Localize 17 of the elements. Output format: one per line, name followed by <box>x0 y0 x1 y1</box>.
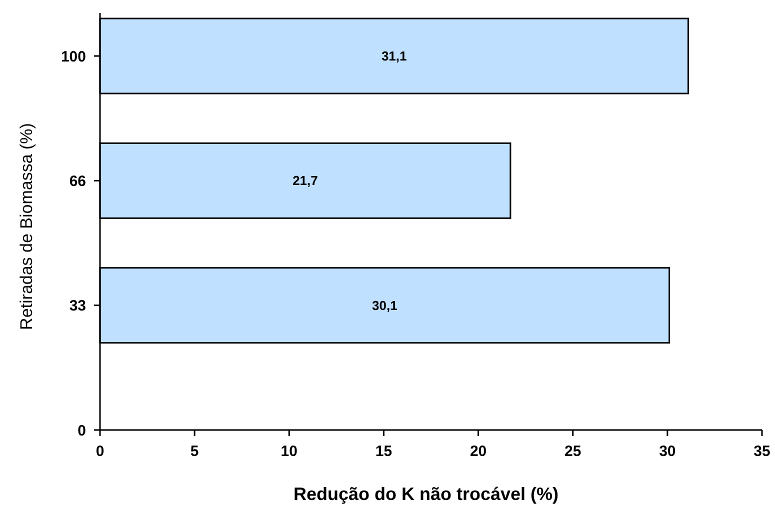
x-tick-label: 30 <box>659 443 676 460</box>
x-tick-label: 0 <box>96 443 104 460</box>
x-tick-label: 5 <box>190 443 199 460</box>
y-tick-label: 0 <box>78 422 86 440</box>
x-tick-label: 10 <box>280 443 298 460</box>
data-label: 21,7 <box>292 173 318 188</box>
x-tick-label: 25 <box>564 443 582 460</box>
y-tick-label: 100 <box>60 48 86 66</box>
data-label: 30,1 <box>372 298 398 313</box>
y-axis-title: Retiradas de Biomassa (%) <box>17 123 36 330</box>
y-tick-label: 33 <box>69 298 86 315</box>
data-label: 31,1 <box>381 48 407 64</box>
x-tick-label: 15 <box>375 443 392 460</box>
x-axis-title: Redução do K não trocável (%) <box>293 484 559 504</box>
x-tick-label: 20 <box>470 443 487 460</box>
y-tick-label: 66 <box>69 172 86 190</box>
x-tick-label: 35 <box>754 443 770 460</box>
